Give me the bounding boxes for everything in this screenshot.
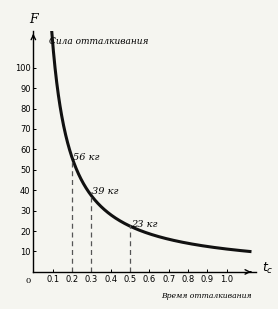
Text: 56 кг: 56 кг xyxy=(73,153,99,162)
Text: F: F xyxy=(29,13,38,26)
Text: 0: 0 xyxy=(26,277,31,285)
Text: 23 кг: 23 кг xyxy=(131,220,157,229)
Text: Время отталкивания: Время отталкивания xyxy=(161,292,251,300)
Text: Сила отталкивания: Сила отталкивания xyxy=(49,37,148,46)
Text: 39 кг: 39 кг xyxy=(92,187,119,196)
Text: $t_c$: $t_c$ xyxy=(262,261,274,276)
